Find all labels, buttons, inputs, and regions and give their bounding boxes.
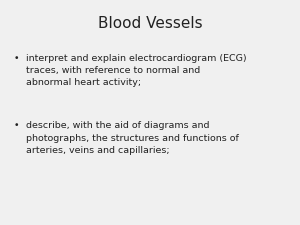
Text: •: • — [14, 54, 19, 63]
Text: describe, with the aid of diagrams and
photographs, the structures and functions: describe, with the aid of diagrams and p… — [26, 122, 239, 155]
Text: interpret and explain electrocardiogram (ECG)
traces, with reference to normal a: interpret and explain electrocardiogram … — [26, 54, 246, 87]
Text: Blood Vessels: Blood Vessels — [98, 16, 202, 31]
Text: •: • — [14, 122, 19, 130]
